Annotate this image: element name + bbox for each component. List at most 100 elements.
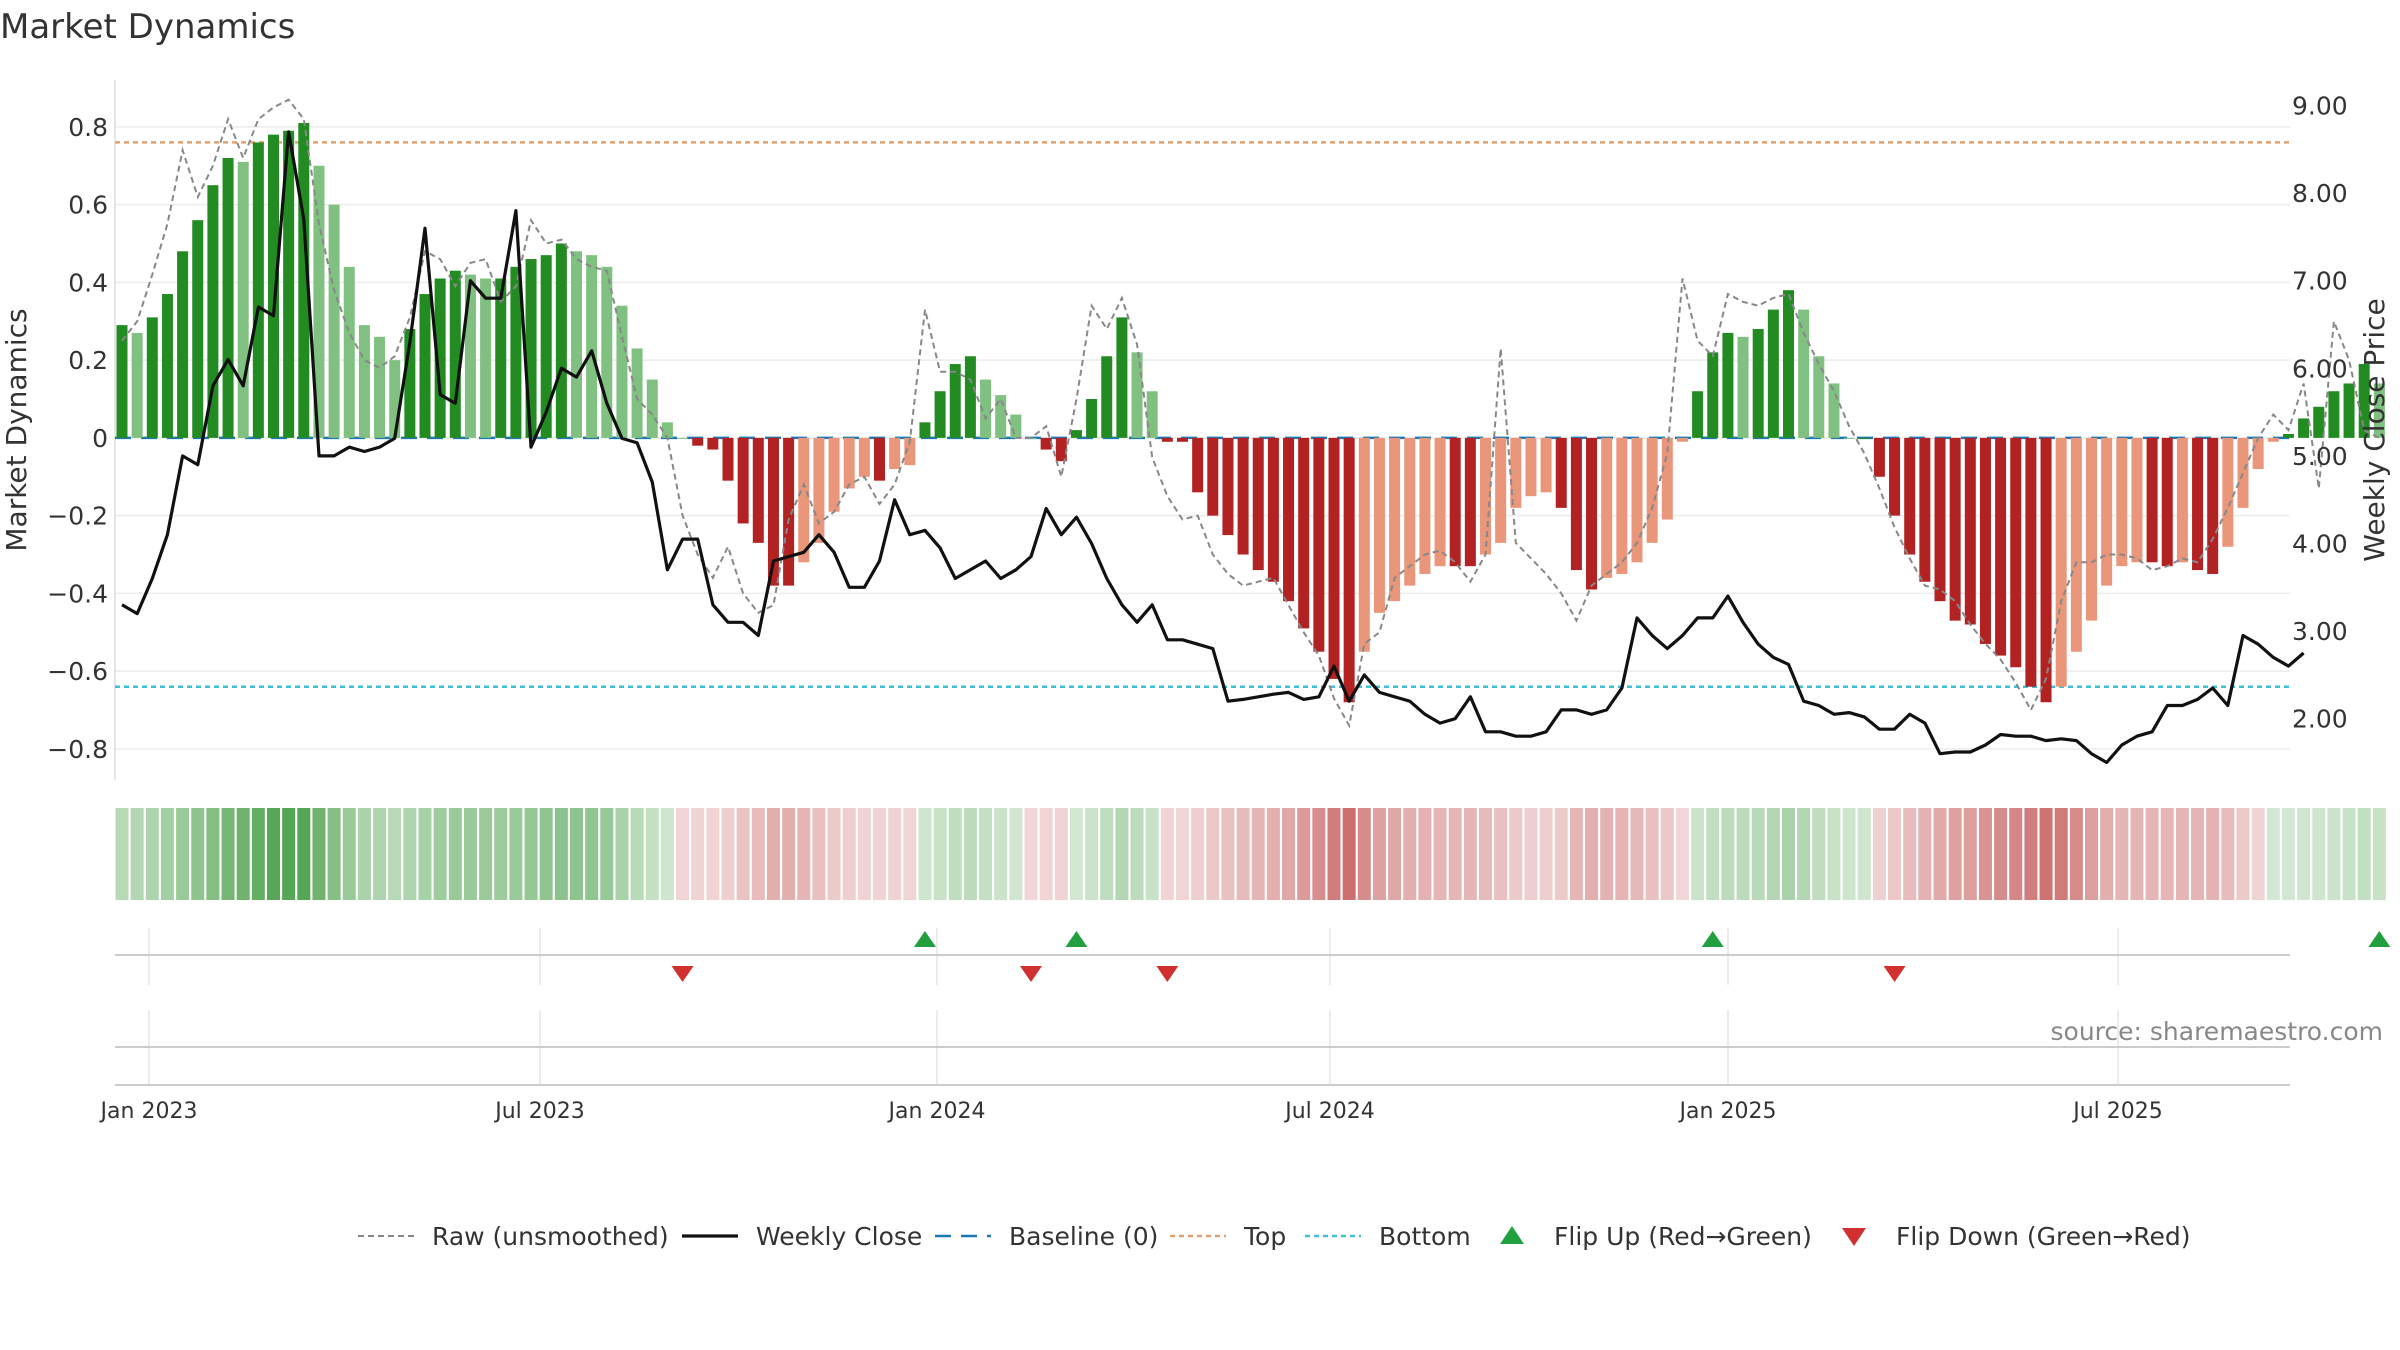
dynamics-bar [1873, 437, 1885, 477]
regime-cell [873, 808, 886, 900]
dynamics-bar [2040, 437, 2052, 703]
dynamics-bar [1631, 437, 1643, 563]
dynamics-bar [1601, 437, 1613, 578]
legend-label: Flip Up (Red→Green) [1554, 1222, 1812, 1251]
regime-cell [736, 808, 750, 900]
y2-tick-label: 4.00 [2292, 529, 2348, 558]
dynamics-bar [1495, 437, 1507, 543]
regime-cell [115, 808, 129, 900]
dynamics-bar [1767, 309, 1779, 438]
dynamics-bar [661, 422, 673, 438]
regime-cell [2054, 808, 2068, 900]
dynamics-bar [1116, 317, 1128, 438]
dynamics-bar [2192, 437, 2204, 571]
y2-tick-label: 7.00 [2292, 267, 2348, 296]
x-tick-label: Jan 2025 [1678, 1099, 1777, 1124]
y-tick-label: 0.8 [68, 113, 108, 142]
regime-cell [1282, 808, 1296, 900]
legend-label: Raw (unsmoothed) [432, 1222, 669, 1251]
regime-cell [327, 808, 341, 900]
y2-tick-label: 2.00 [2292, 705, 2348, 734]
dynamics-bar [1722, 332, 1734, 438]
dynamics-bar [2070, 437, 2082, 652]
dynamics-bar [146, 317, 158, 438]
regime-cell [433, 808, 447, 900]
regime-cell [418, 808, 432, 900]
flip-up-marker [1065, 931, 1088, 947]
regime-cell [797, 808, 811, 900]
dynamics-bar [434, 278, 446, 438]
dynamics-bar [1434, 437, 1446, 567]
dynamics-bar [1692, 391, 1704, 438]
dynamics-bar [540, 255, 552, 438]
dynamics-bar [313, 165, 325, 438]
dynamics-bar [858, 437, 870, 477]
dynamics-bar [2086, 437, 2097, 621]
regime-cell [2039, 808, 2053, 900]
dynamics-bar [1298, 437, 1310, 629]
legend-label: Baseline (0) [1009, 1222, 1158, 1251]
dynamics-bar [2131, 437, 2143, 563]
regime-cell [2372, 808, 2386, 900]
dynamics-bar [616, 305, 628, 438]
dynamics-bar [1616, 437, 1628, 574]
regime-cell [1630, 808, 1644, 900]
x-tick-label: Jan 2023 [99, 1099, 198, 1124]
regime-strip [115, 808, 2386, 900]
y2-tick-label: 5.00 [2292, 442, 2348, 471]
flip-down-marker [1883, 966, 1906, 982]
empty-panel [115, 1010, 2290, 1086]
dynamics-bar [1237, 437, 1249, 555]
dynamics-bar [192, 220, 204, 438]
dynamics-bar [692, 437, 704, 446]
dynamics-bar [1949, 437, 1961, 621]
regime-cell [888, 808, 902, 900]
flip-down-marker [1020, 966, 1042, 982]
regime-cell [1191, 808, 1205, 900]
y-axis-label: Market Dynamics [0, 308, 33, 551]
regime-cell [1357, 808, 1371, 900]
dynamics-bar [298, 122, 310, 438]
dynamics-bar [707, 437, 719, 450]
dynamics-bar [404, 329, 416, 438]
regime-cell [1933, 808, 1947, 900]
regime-cell [176, 808, 190, 900]
dynamics-bar [2343, 383, 2355, 438]
dynamics-bar [1146, 391, 1158, 438]
dynamics-bar [571, 251, 582, 438]
regime-cell [1963, 808, 1977, 900]
dynamics-bar [934, 391, 946, 438]
dynamics-bar [480, 278, 492, 438]
regime-cell [1479, 808, 1492, 900]
flip-markers-panel [115, 928, 2391, 985]
dynamics-bar [980, 379, 992, 438]
regime-cell [2100, 808, 2114, 900]
regime-cell [1297, 808, 1311, 900]
regime-cell [979, 808, 993, 900]
dynamics-bar [1752, 329, 1764, 438]
regime-cell [1600, 808, 1614, 900]
regime-cell [721, 808, 735, 900]
dynamics-bar [601, 266, 613, 438]
dynamics-bar [2237, 437, 2249, 508]
flip-up-marker [913, 931, 936, 947]
dynamics-bar [1858, 437, 1870, 439]
regime-cell [479, 808, 493, 900]
regime-cell [1782, 808, 1795, 900]
regime-cell [342, 808, 356, 900]
dynamics-bar [2207, 437, 2219, 574]
dynamics-bar [328, 204, 340, 438]
regime-cell [312, 808, 326, 900]
dynamics-bar [2222, 437, 2234, 547]
regime-cell [1842, 808, 1856, 900]
source-annotation: source: sharemaestro.com [2051, 1017, 2384, 1046]
regime-cell [1342, 808, 1356, 900]
regime-cell [1176, 808, 1189, 900]
dynamics-bar [1995, 437, 2007, 656]
regime-cell [1085, 808, 1099, 900]
dynamics-bar [2101, 437, 2113, 586]
dynamics-bar [1101, 356, 1113, 438]
dynamics-bar [1586, 437, 1598, 590]
regime-cell [782, 808, 796, 900]
